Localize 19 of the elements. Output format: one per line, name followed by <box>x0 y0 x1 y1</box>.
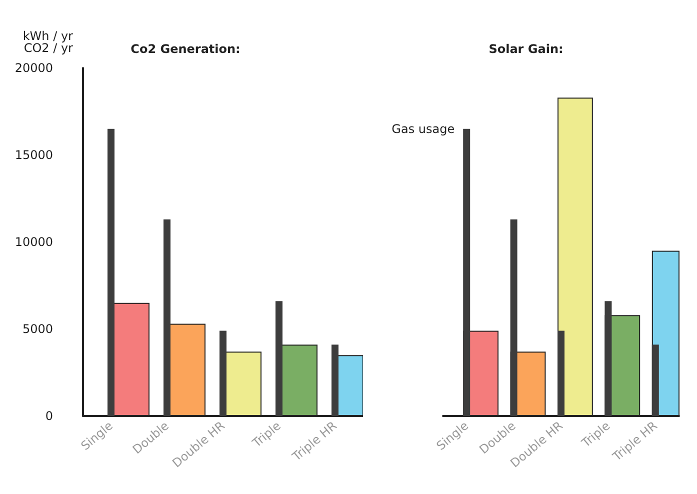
chart-title: Solar Gain: <box>488 42 564 56</box>
chart-title: Co2 Generation: <box>130 42 240 56</box>
bar <box>220 330 226 416</box>
bar <box>463 128 470 416</box>
bar <box>108 128 114 416</box>
annotation: Gas usage <box>392 122 455 136</box>
y-tick-label: 0 <box>45 409 53 423</box>
y-tick-label: 20000 <box>14 61 53 75</box>
bar <box>332 344 338 416</box>
y-tick-label: 15000 <box>14 148 53 162</box>
bar <box>276 301 282 416</box>
y-tick-label: 5000 <box>22 322 53 336</box>
bar <box>558 330 564 416</box>
bar <box>510 219 518 416</box>
y-tick-label: 10000 <box>14 235 53 249</box>
bar <box>652 344 659 416</box>
bar <box>604 301 612 416</box>
bar <box>164 219 170 416</box>
y-axis-title: kWh / yr CO2 / yr <box>22 29 74 55</box>
